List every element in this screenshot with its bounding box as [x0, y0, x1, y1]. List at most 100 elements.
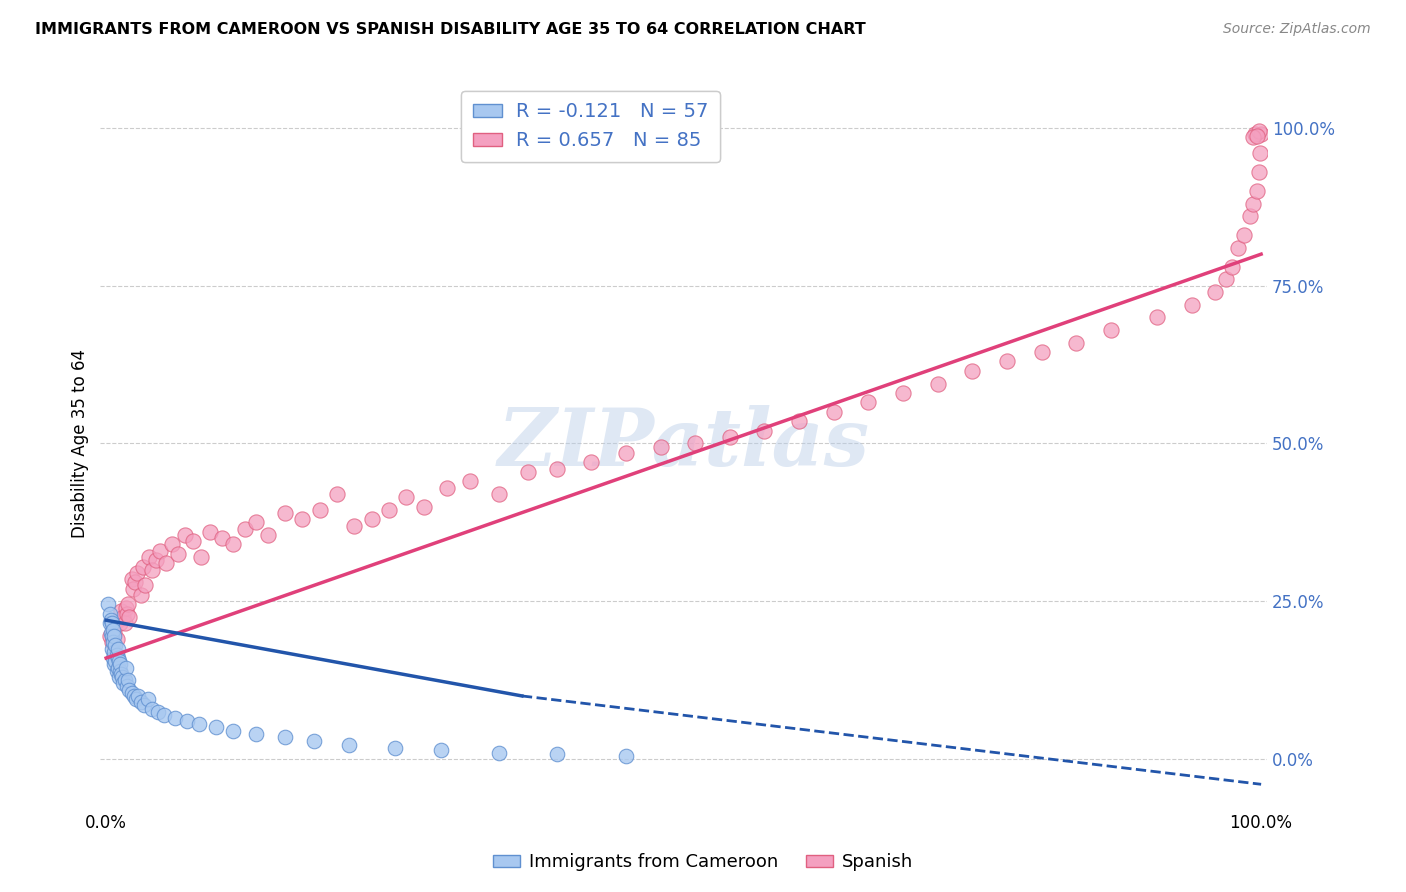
Point: [107, 660, 129, 674]
Point: [114, 673, 136, 688]
Point: [488, 487, 510, 501]
Point: [117, 673, 139, 688]
Point: [222, 537, 245, 551]
Point: [384, 740, 406, 755]
Point: [245, 727, 267, 741]
Point: [114, 600, 136, 615]
Text: Source: ZipAtlas.com: Source: ZipAtlas.com: [1223, 22, 1371, 37]
Point: [105, 632, 128, 647]
Point: [378, 502, 401, 516]
Point: [1204, 285, 1226, 299]
Point: [1246, 184, 1268, 198]
Point: [1099, 323, 1122, 337]
Point: [1247, 165, 1270, 179]
Y-axis label: Disability Age 35 to 64: Disability Age 35 to 64: [72, 349, 89, 538]
Point: [146, 705, 169, 719]
Point: [108, 616, 131, 631]
Point: [101, 619, 124, 633]
Point: [395, 490, 418, 504]
Point: [98, 629, 121, 643]
Point: [823, 405, 845, 419]
Point: [125, 692, 148, 706]
Point: [132, 559, 155, 574]
Point: [103, 625, 125, 640]
Point: [683, 436, 706, 450]
Point: [108, 654, 131, 668]
Point: [754, 424, 776, 438]
Point: [927, 376, 949, 391]
Text: ZIPatlas: ZIPatlas: [498, 405, 870, 483]
Point: [205, 721, 228, 735]
Point: [302, 734, 325, 748]
Point: [962, 364, 984, 378]
Point: [858, 395, 880, 409]
Point: [121, 686, 143, 700]
Point: [101, 635, 124, 649]
Point: [190, 550, 212, 565]
Legend: Immigrants from Cameroon, Spanish: Immigrants from Cameroon, Spanish: [486, 847, 920, 879]
Point: [112, 610, 135, 624]
Point: [118, 610, 141, 624]
Point: [718, 430, 741, 444]
Point: [118, 682, 141, 697]
Point: [105, 648, 128, 662]
Point: [108, 664, 131, 678]
Point: [1241, 130, 1264, 145]
Point: [436, 481, 458, 495]
Point: [430, 743, 453, 757]
Point: [1246, 128, 1268, 143]
Point: [101, 651, 124, 665]
Point: [1146, 310, 1168, 325]
Point: [141, 563, 163, 577]
Point: [114, 660, 136, 674]
Point: [138, 550, 160, 565]
Point: [308, 502, 330, 516]
Point: [110, 604, 132, 618]
Point: [1244, 127, 1267, 141]
Point: [516, 465, 538, 479]
Point: [546, 747, 568, 761]
Point: [115, 680, 138, 694]
Point: [1181, 298, 1204, 312]
Point: [101, 635, 124, 649]
Point: [127, 689, 149, 703]
Point: [104, 639, 127, 653]
Point: [614, 748, 637, 763]
Point: [121, 582, 143, 596]
Point: [129, 588, 152, 602]
Point: [145, 553, 167, 567]
Point: [117, 598, 139, 612]
Point: [100, 613, 122, 627]
Point: [176, 714, 198, 729]
Point: [1249, 146, 1271, 161]
Point: [129, 695, 152, 709]
Point: [105, 664, 128, 678]
Point: [581, 455, 603, 469]
Point: [107, 613, 129, 627]
Point: [108, 670, 131, 684]
Point: [274, 506, 297, 520]
Point: [173, 528, 195, 542]
Point: [1241, 196, 1264, 211]
Point: [103, 645, 125, 659]
Point: [166, 547, 188, 561]
Point: [98, 607, 121, 621]
Point: [787, 414, 810, 428]
Point: [112, 676, 135, 690]
Point: [101, 641, 124, 656]
Point: [1247, 124, 1270, 138]
Point: [127, 566, 149, 580]
Point: [124, 575, 146, 590]
Point: [134, 578, 156, 592]
Point: [149, 543, 172, 558]
Point: [233, 522, 256, 536]
Point: [101, 629, 124, 643]
Legend: R = -0.121   N = 57, R = 0.657   N = 85: R = -0.121 N = 57, R = 0.657 N = 85: [461, 91, 720, 161]
Point: [222, 723, 245, 738]
Point: [110, 666, 132, 681]
Point: [245, 516, 267, 530]
Point: [343, 518, 366, 533]
Point: [360, 512, 382, 526]
Point: [337, 738, 360, 752]
Point: [108, 657, 131, 672]
